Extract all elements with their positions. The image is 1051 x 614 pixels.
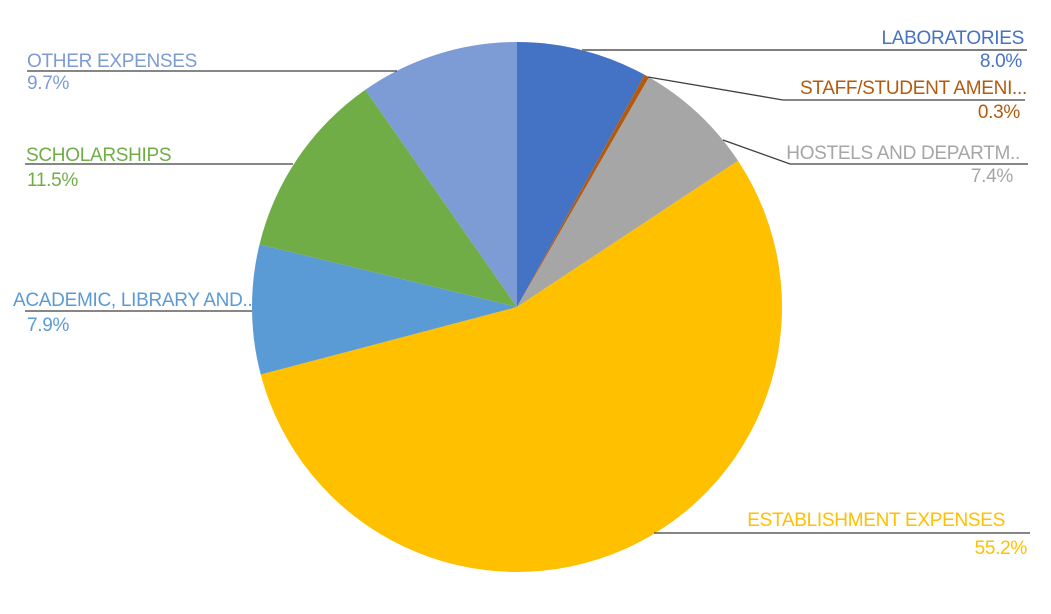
pie-slice-scholarships[interactable] [259,89,517,308]
slice-label-academic-library-and: ACADEMIC, LIBRARY AND... [13,290,257,311]
slice-label-other-expenses: OTHER EXPENSES [27,51,197,72]
slice-label-establishment-expenses: ESTABLISHMENT EXPENSES [747,510,1005,531]
slice-percent-other-expenses: 9.7% [27,73,70,94]
slice-percent-academic-library-and: 7.9% [27,315,70,336]
slice-label-laboratories: LABORATORIES [882,28,1024,49]
slice-label-hostels-and-departm: HOSTELS AND DEPARTM.. [786,143,1020,164]
pie-slice-hostels-and-departm[interactable] [517,77,739,307]
pie-slice-other-expenses[interactable] [365,42,517,307]
pie-slice-establishment-expenses[interactable] [260,160,782,572]
slice-label-staff-student-ameni: STAFF/STUDENT AMENI... [800,78,1027,99]
slice-percent-establishment-expenses: 55.2% [975,538,1028,559]
slice-label-scholarships: SCHOLARSHIPS [26,145,171,166]
pie-slice-laboratories[interactable] [517,42,645,307]
slice-percent-laboratories: 8.0% [980,51,1023,72]
leader-line-hostels-and-departm [722,139,1028,165]
slice-percent-staff-student-ameni: 0.3% [978,102,1021,123]
pie-slice-academic-library-and[interactable] [251,244,518,375]
pie-slice-staff-student-ameni[interactable] [517,74,650,307]
slice-percent-scholarships: 11.5% [27,170,78,191]
leader-line-staff-student-ameni [647,76,1025,101]
slice-percent-hostels-and-departm: 7.4% [971,166,1014,187]
